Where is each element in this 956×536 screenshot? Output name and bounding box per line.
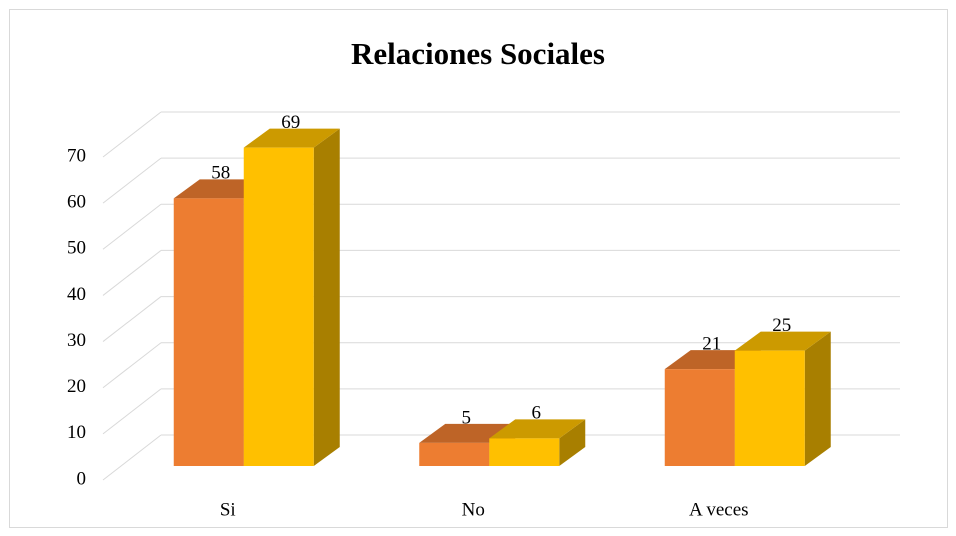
bar-front [173,198,244,466]
y-tick-label: 50 [67,238,86,259]
bar-front [419,442,490,466]
data-label: 5 [462,407,472,428]
grid-line [102,296,162,342]
data-label: 21 [702,333,721,354]
grid-line [102,342,162,389]
data-label: 58 [211,163,230,184]
grid-line [102,434,162,481]
bar-top [489,419,586,439]
y-tick-label: 0 [77,468,87,489]
chart-title: Relaciones Sociales [351,36,605,71]
y-tick-label: 20 [67,376,86,397]
grid-line [102,157,162,204]
x-tick-label: No [462,499,485,520]
bar [734,331,831,466]
grid-line [102,250,162,296]
y-tick-label: 60 [67,192,86,213]
y-tick-label: 10 [67,422,86,443]
bar-side [804,331,831,466]
bar-front [664,369,735,466]
y-tick-label: 30 [67,330,86,351]
bar-side [559,419,586,466]
bar-top [243,128,340,148]
y-tick-label: 40 [67,284,86,305]
grid-line [102,203,162,250]
bar-side [313,128,340,466]
data-label: 25 [772,315,791,336]
bar-top [734,331,831,351]
bar-front [489,438,560,466]
bar-front [243,147,314,466]
x-tick-label: Si [220,499,236,520]
y-tick-label: 70 [67,145,86,166]
x-tick-label: A veces [689,499,749,520]
data-label: 6 [532,403,542,424]
bar [243,128,340,466]
bar [489,419,586,466]
bar-front [734,350,805,466]
data-label: 69 [281,112,300,133]
grid-line [102,111,162,158]
grid-line [102,388,162,435]
